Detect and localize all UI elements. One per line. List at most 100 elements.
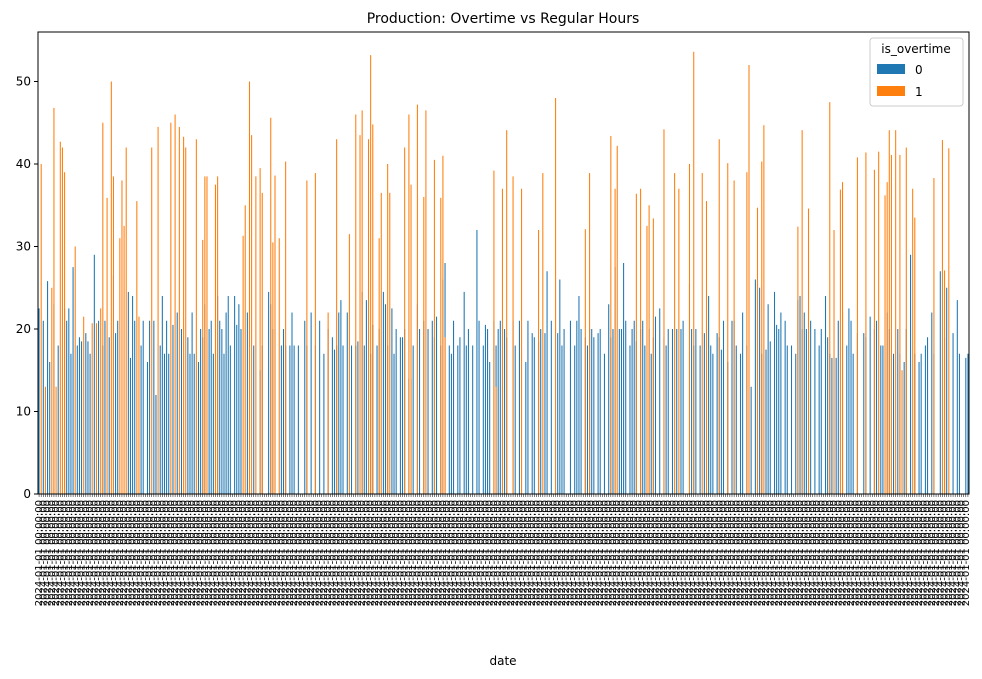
x-tick-label: 2024-01-01 00:00:00 — [60, 500, 71, 606]
bar-regular — [544, 333, 546, 495]
bar-regular — [667, 329, 669, 494]
bar-regular — [448, 345, 450, 494]
bar-overtime — [119, 238, 121, 494]
bar-regular — [931, 312, 933, 494]
bar-overtime — [102, 122, 104, 494]
x-tick-label: 2024-01-01 00:00:00 — [897, 500, 908, 606]
bar-regular — [393, 353, 395, 494]
x-tick-label: 2024-01-01 00:00:00 — [544, 500, 555, 606]
bar-overtime — [274, 175, 276, 495]
bar-regular — [897, 329, 899, 494]
x-tick-label: 2024-01-01 00:00:00 — [859, 500, 870, 606]
x-tick-label: 2024-01-01 00:00:00 — [838, 500, 849, 606]
x-tick-label: 2024-01-01 00:00:00 — [778, 500, 789, 606]
x-tick-label: 2024-01-01 00:00:00 — [298, 500, 309, 606]
bar-overtime — [244, 205, 246, 494]
bar-overtime — [542, 173, 544, 494]
bar-regular — [750, 386, 752, 494]
bar-overtime — [380, 192, 382, 495]
bar-overtime — [693, 51, 695, 495]
bar-regular — [127, 291, 129, 495]
x-tick-label: 2024-01-01 00:00:00 — [489, 500, 500, 606]
bar-regular — [57, 345, 59, 494]
bar-overtime — [59, 141, 61, 494]
bar-overtime — [425, 110, 427, 495]
bar-regular — [824, 296, 827, 494]
x-tick-label: 2024-01-01 00:00:00 — [170, 500, 181, 606]
x-tick-label: 2024-01-01 00:00:00 — [225, 500, 236, 606]
bar-regular — [459, 337, 461, 494]
bar-regular — [176, 312, 178, 494]
bar-regular — [597, 333, 599, 495]
bar-regular — [623, 263, 625, 494]
bar-overtime — [389, 192, 391, 495]
bar-regular — [193, 353, 195, 494]
bar-overtime — [440, 197, 442, 494]
bar-regular — [289, 345, 291, 494]
bar-overtime — [746, 172, 748, 494]
bar-regular — [708, 296, 710, 494]
x-tick-label: 2024-01-01 00:00:00 — [485, 500, 496, 606]
x-tick-label: 2024-01-01 00:00:00 — [621, 500, 632, 606]
bar-regular — [463, 291, 465, 495]
bar-overtime — [733, 180, 735, 494]
bar-regular — [129, 357, 131, 495]
x-tick-label: 2024-01-01 00:00:00 — [183, 500, 194, 606]
bar-regular — [240, 329, 242, 494]
bar-regular — [848, 308, 850, 495]
bar-regular — [731, 320, 733, 494]
bar-regular — [827, 337, 829, 494]
bar-regular — [478, 320, 480, 494]
bar-overtime — [112, 176, 114, 495]
bar-overtime — [336, 139, 338, 494]
y-tick-label: 50 — [16, 75, 31, 89]
y-tick-label: 10 — [16, 405, 31, 419]
plot-frame — [37, 31, 970, 495]
bar-regular — [795, 353, 797, 494]
x-tick-label: 2024-01-01 00:00:00 — [770, 500, 781, 606]
bar-overtime — [442, 155, 444, 494]
bar-regular — [497, 329, 499, 494]
bar-regular — [149, 320, 151, 494]
x-tick-label: 2024-01-01 00:00:00 — [706, 500, 717, 606]
x-tick-label: 2024-01-01 00:00:00 — [145, 500, 156, 606]
x-tick-label: 2024-01-01 00:00:00 — [357, 500, 368, 606]
bar-overtime — [555, 98, 557, 494]
bar-overtime — [327, 312, 329, 494]
x-tick-label: 2024-01-01 00:00:00 — [510, 500, 521, 606]
x-tick-label: 2024-01-01 00:00:00 — [952, 500, 963, 606]
x-tick-label: 2024-01-01 00:00:00 — [285, 500, 296, 606]
bar-regular — [716, 333, 718, 495]
bar-regular — [591, 329, 593, 494]
bar-overtime — [948, 148, 950, 494]
bar-overtime — [40, 164, 42, 494]
bar-regular — [282, 329, 285, 494]
bar-regular — [319, 320, 321, 494]
bar-regular — [346, 312, 348, 494]
x-tick-label: 2024-01-01 00:00:00 — [451, 500, 462, 606]
bar-regular — [66, 320, 68, 494]
bar-regular — [210, 320, 212, 494]
bar-regular — [350, 345, 353, 494]
bar-regular — [676, 329, 678, 494]
x-tick-label: 2024-01-01 00:00:00 — [667, 500, 678, 606]
bar-overtime — [361, 110, 363, 495]
bar-overtime — [151, 147, 153, 494]
bar-regular — [234, 296, 236, 494]
bar-overtime — [61, 147, 63, 494]
bar-regular — [487, 329, 489, 494]
x-tick-label: 2024-01-01 00:00:00 — [366, 500, 377, 606]
bar-overtime — [886, 182, 888, 494]
x-tick-label: 2024-01-01 00:00:00 — [740, 500, 751, 606]
bar-overtime — [100, 308, 102, 495]
bar-regular — [546, 271, 548, 494]
bar-overtime — [270, 117, 272, 495]
bar-overtime — [204, 176, 206, 495]
x-tick-label: 2024-01-01 00:00:00 — [889, 500, 900, 606]
bar-overtime — [255, 176, 257, 495]
bar-overtime — [873, 169, 875, 494]
bar-overtime — [829, 102, 831, 495]
bar-regular — [514, 345, 516, 494]
bar-regular — [927, 337, 929, 494]
bar-overtime — [941, 140, 943, 494]
